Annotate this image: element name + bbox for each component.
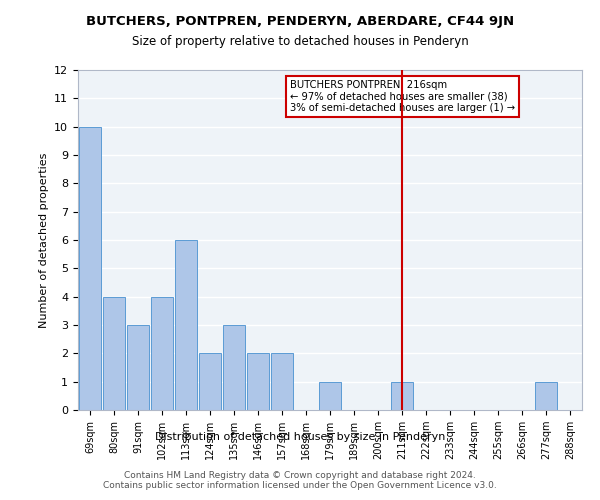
Bar — [175, 240, 197, 410]
Bar — [127, 325, 149, 410]
Text: Contains HM Land Registry data © Crown copyright and database right 2024.
Contai: Contains HM Land Registry data © Crown c… — [103, 470, 497, 490]
Bar — [103, 296, 125, 410]
Text: Size of property relative to detached houses in Penderyn: Size of property relative to detached ho… — [131, 35, 469, 48]
Bar — [79, 126, 101, 410]
Bar — [199, 354, 221, 410]
Bar — [319, 382, 341, 410]
Text: Distribution of detached houses by size in Penderyn: Distribution of detached houses by size … — [155, 432, 445, 442]
Bar — [223, 325, 245, 410]
Bar — [271, 354, 293, 410]
Bar — [151, 296, 173, 410]
Text: BUTCHERS, PONTPREN, PENDERYN, ABERDARE, CF44 9JN: BUTCHERS, PONTPREN, PENDERYN, ABERDARE, … — [86, 15, 514, 28]
Bar — [535, 382, 557, 410]
Text: BUTCHERS PONTPREN: 216sqm
← 97% of detached houses are smaller (38)
3% of semi-d: BUTCHERS PONTPREN: 216sqm ← 97% of detac… — [290, 80, 515, 114]
Y-axis label: Number of detached properties: Number of detached properties — [38, 152, 49, 328]
Bar — [391, 382, 413, 410]
Bar — [247, 354, 269, 410]
